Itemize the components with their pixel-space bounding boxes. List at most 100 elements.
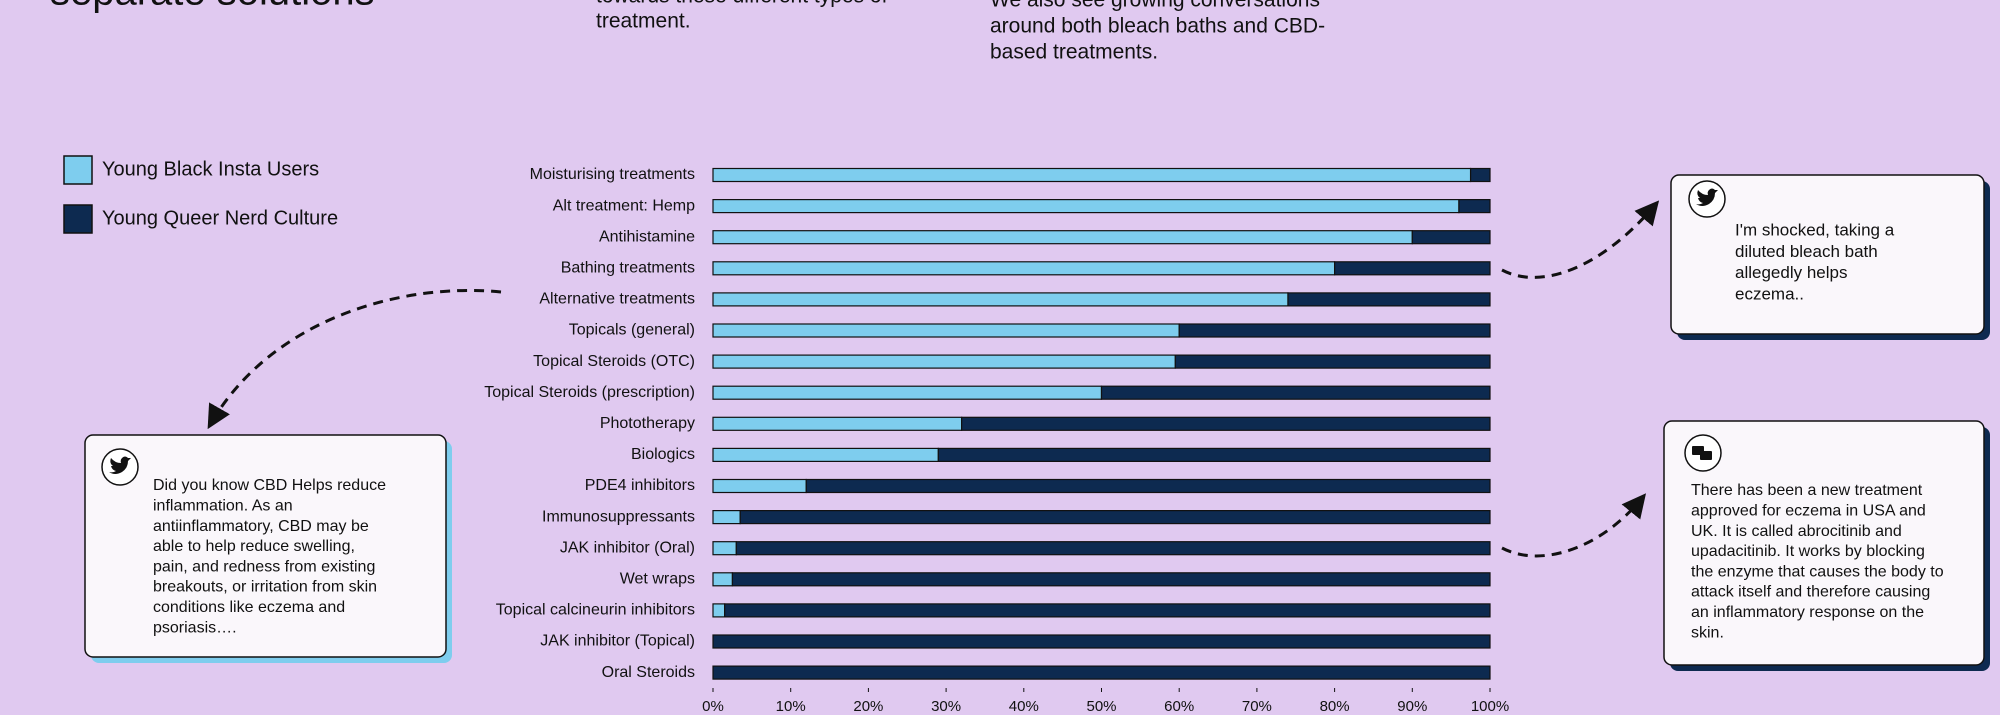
- legend-swatch: [63, 155, 93, 185]
- callout-text: There has been a new treatment: [1691, 482, 1923, 499]
- twitter-icon: [101, 448, 139, 486]
- bar-segment: [712, 634, 1491, 649]
- page-title: separate solutions: [50, 0, 375, 14]
- bar-segment: [712, 510, 741, 525]
- callout-text: able to help reduce swelling,: [153, 538, 355, 555]
- callout-text: Did you know CBD Helps reduce: [153, 477, 386, 494]
- bar-segment: [712, 385, 1103, 400]
- bar-segment: [712, 199, 1460, 214]
- callout-text: attack itself and therefore causing: [1691, 584, 1930, 601]
- bar-segment: [712, 447, 939, 462]
- bar-segment: [1411, 230, 1491, 245]
- bar-segment: [1458, 199, 1491, 214]
- legend-swatch: [63, 204, 93, 234]
- bar-segment: [1287, 292, 1491, 307]
- bar-segment: [712, 572, 734, 587]
- bar-segment: [724, 603, 1491, 618]
- bar-segment: [1178, 323, 1491, 338]
- bar-segment: [712, 665, 1491, 680]
- bar-segment: [712, 230, 1413, 245]
- y-tick-label: JAK inhibitor (Oral): [560, 539, 695, 556]
- y-tick-label: Wet wraps: [620, 571, 695, 588]
- callout-text: antiinflammatory, CBD may be: [153, 518, 369, 535]
- callout-text: diluted bleach bath: [1735, 242, 1878, 261]
- bar-segment: [712, 541, 737, 556]
- bar-segment: [712, 603, 726, 618]
- callout-text: UK. It is called abrocitinib and: [1691, 523, 1902, 540]
- paragraph-line: treatment.: [596, 10, 691, 33]
- y-tick-label: Moisturising treatments: [530, 166, 695, 183]
- bar-segment: [937, 447, 1491, 462]
- y-tick-label: Phototherapy: [600, 415, 695, 432]
- twitter-icon: [1688, 180, 1726, 218]
- paragraph-line: We also see growing conversations: [990, 0, 1320, 12]
- legend-label: Young Black Insta Users: [102, 158, 319, 180]
- x-tick-label: 90%: [1397, 698, 1427, 715]
- paragraph-line: based treatments.: [990, 41, 1158, 64]
- bar-segment: [712, 261, 1336, 276]
- callout-text: breakouts, or irritation from skin: [153, 579, 377, 596]
- chat-icon: [1684, 434, 1722, 472]
- callout-text: approved for eczema in USA and: [1691, 503, 1926, 520]
- bar-segment: [712, 292, 1289, 307]
- y-tick-label: Topical Steroids (prescription): [484, 384, 695, 401]
- callout-box: [1670, 174, 1985, 335]
- x-tick-label: 20%: [853, 698, 883, 715]
- paragraph-line: around both bleach baths and CBD-: [990, 15, 1325, 38]
- y-tick-label: Oral Steroids: [602, 664, 695, 681]
- callout-text: allegedly helps: [1735, 263, 1847, 282]
- callout-text: psoriasis….: [153, 619, 237, 636]
- legend-label: Young Queer Nerd Culture: [102, 207, 338, 229]
- y-tick-label: Topical calcineurin inhibitors: [496, 602, 695, 619]
- arrow: [1501, 493, 1647, 558]
- callout-text: upadacitinib. It works by blocking: [1691, 543, 1925, 560]
- x-tick-label: 30%: [931, 698, 961, 715]
- callout-box: [1663, 420, 1985, 666]
- bar-segment: [961, 416, 1491, 431]
- callout-text: an inflammatory response on the: [1691, 604, 1924, 621]
- x-tick-label: 0%: [702, 698, 724, 715]
- y-tick-label: Alternative treatments: [539, 291, 695, 308]
- bar-segment: [1174, 354, 1491, 369]
- callout-text: the enzyme that causes the body to: [1691, 563, 1944, 580]
- arrow: [207, 288, 502, 430]
- y-tick-label: PDE4 inhibitors: [585, 477, 695, 494]
- x-tick-label: 100%: [1471, 698, 1509, 715]
- x-tick-label: 70%: [1242, 698, 1272, 715]
- y-tick-label: Topical Steroids (OTC): [533, 353, 695, 370]
- bar-segment: [731, 572, 1491, 587]
- y-tick-label: JAK inhibitor (Topical): [540, 633, 695, 650]
- bar-segment: [1100, 385, 1491, 400]
- callout-text: inflammation. As an: [153, 498, 293, 515]
- y-tick-label: Antihistamine: [599, 228, 695, 245]
- callout-text: pain, and redness from existing: [153, 558, 375, 575]
- x-tick-label: 60%: [1164, 698, 1194, 715]
- callout-text: conditions like eczema and: [153, 599, 345, 616]
- x-tick-label: 10%: [776, 698, 806, 715]
- bar-segment: [735, 541, 1491, 556]
- callout-text: I'm shocked, taking a: [1735, 220, 1895, 239]
- bar-segment: [712, 354, 1176, 369]
- callout-text: skin.: [1691, 624, 1724, 641]
- y-tick-label: Immunosuppressants: [542, 508, 695, 525]
- y-tick-label: Bathing treatments: [561, 260, 695, 277]
- y-tick-label: Biologics: [631, 446, 695, 463]
- callout-box: [84, 434, 447, 658]
- callout-text: eczema..: [1735, 284, 1804, 303]
- y-tick-label: Alt treatment: Hemp: [553, 197, 695, 214]
- bar-segment: [712, 167, 1472, 183]
- x-tick-label: 50%: [1086, 698, 1116, 715]
- bar-segment: [739, 510, 1491, 525]
- bar-segment: [712, 478, 807, 494]
- bar-segment: [712, 416, 963, 431]
- bar-segment: [805, 478, 1491, 494]
- bar-segment: [712, 323, 1180, 338]
- bar-segment: [1469, 167, 1491, 183]
- bar-segment: [1333, 261, 1491, 276]
- paragraph-line: towards these different types of: [596, 0, 888, 8]
- x-tick-label: 80%: [1320, 698, 1350, 715]
- y-tick-label: Topicals (general): [569, 322, 695, 339]
- x-tick-label: 40%: [1009, 698, 1039, 715]
